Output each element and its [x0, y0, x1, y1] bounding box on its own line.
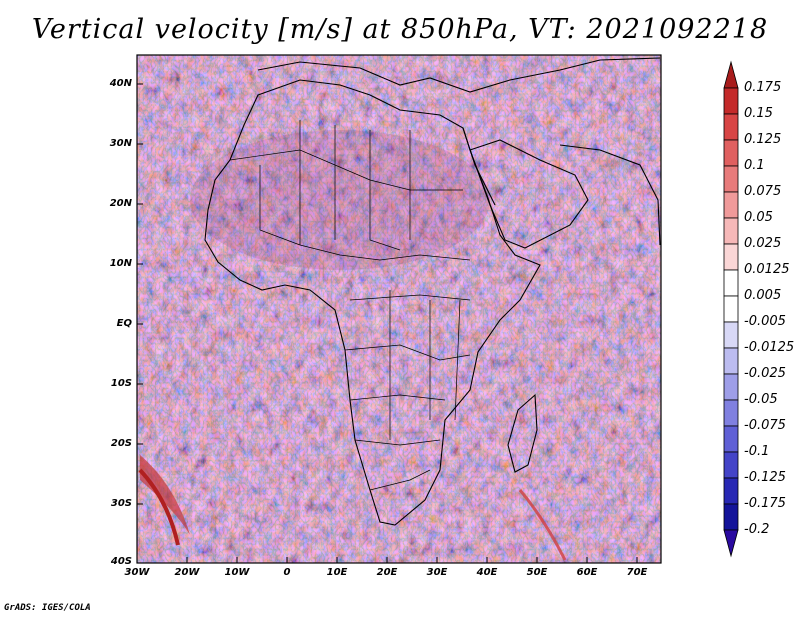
- colorbar-swatch: [723, 87, 739, 115]
- colorbar-label: 0.05: [744, 210, 773, 225]
- lat-label: 30N: [109, 138, 132, 149]
- colorbar-swatch: [723, 451, 739, 479]
- lon-label: 60E: [576, 567, 598, 578]
- colorbar-label: 0.025: [744, 236, 782, 251]
- colorbar: [723, 60, 739, 558]
- lat-label: 20N: [109, 198, 132, 209]
- colorbar-label: -0.1: [744, 444, 770, 459]
- velocity-field: [137, 55, 661, 563]
- country-borders: [229, 120, 471, 491]
- colorbar-label: -0.005: [744, 314, 786, 329]
- lon-label: 20W: [174, 567, 200, 578]
- colorbar-swatch: [723, 425, 739, 453]
- lon-label: 30E: [426, 567, 448, 578]
- plot-frame: [136, 54, 662, 564]
- colorbar-label: -0.0125: [744, 340, 795, 355]
- coastlines: [204, 57, 661, 526]
- colorbar-label: -0.125: [744, 470, 786, 485]
- colorbar-arrow-top: [723, 60, 739, 89]
- colorbar-swatch: [723, 503, 739, 531]
- colorbar-swatch: [723, 243, 739, 271]
- colorbar-swatch: [723, 373, 739, 401]
- axis-ticks: [136, 83, 638, 564]
- colorbar-label: 0.1: [744, 158, 765, 173]
- colorbar-label: 0.0125: [744, 262, 790, 277]
- lat-label: 10N: [109, 258, 132, 269]
- colorbar-label: 0.005: [744, 288, 782, 303]
- lat-label: 40S: [110, 556, 132, 567]
- colorbar-label: -0.075: [744, 418, 786, 433]
- lat-label: 10S: [110, 378, 132, 389]
- lon-label: 20E: [376, 567, 398, 578]
- map-title: Vertical velocity [m/s] at 850hPa, VT: 2…: [31, 14, 769, 45]
- colorbar-swatch: [723, 217, 739, 245]
- colorbar-arrow-bottom: [723, 529, 739, 558]
- lat-label: 40N: [109, 78, 132, 89]
- colorbar-label: 0.15: [744, 106, 773, 121]
- lon-label: 50E: [526, 567, 548, 578]
- lon-label: 70E: [626, 567, 648, 578]
- lon-label: 10W: [224, 567, 250, 578]
- colorbar-label: -0.025: [744, 366, 786, 381]
- colorbar-swatch: [723, 399, 739, 427]
- lat-label: EQ: [116, 318, 132, 329]
- colorbar-label: 0.175: [744, 80, 782, 95]
- colorbar-swatch: [723, 295, 739, 323]
- colorbar-swatch: [723, 113, 739, 141]
- lon-label: 30W: [124, 567, 150, 578]
- colorbar-label: 0.125: [744, 132, 782, 147]
- lat-label: 30S: [110, 498, 132, 509]
- colorbar-swatch: [723, 269, 739, 297]
- colorbar-label: 0.075: [744, 184, 782, 199]
- colorbar-swatch: [723, 347, 739, 375]
- lat-label: 20S: [110, 438, 132, 449]
- colorbar-label: -0.05: [744, 392, 778, 407]
- colorbar-swatch: [723, 139, 739, 167]
- colorbar-swatch: [723, 191, 739, 219]
- colorbar-label: -0.175: [744, 496, 786, 511]
- lon-label: 10E: [326, 567, 348, 578]
- lon-label: 40E: [476, 567, 498, 578]
- lon-label: 0: [283, 567, 291, 578]
- colorbar-swatch: [723, 321, 739, 349]
- colorbar-swatch: [723, 477, 739, 505]
- colorbar-label: -0.2: [744, 522, 770, 537]
- colorbar-swatch: [723, 165, 739, 193]
- credit-text: GrADS: IGES/COLA: [4, 603, 91, 613]
